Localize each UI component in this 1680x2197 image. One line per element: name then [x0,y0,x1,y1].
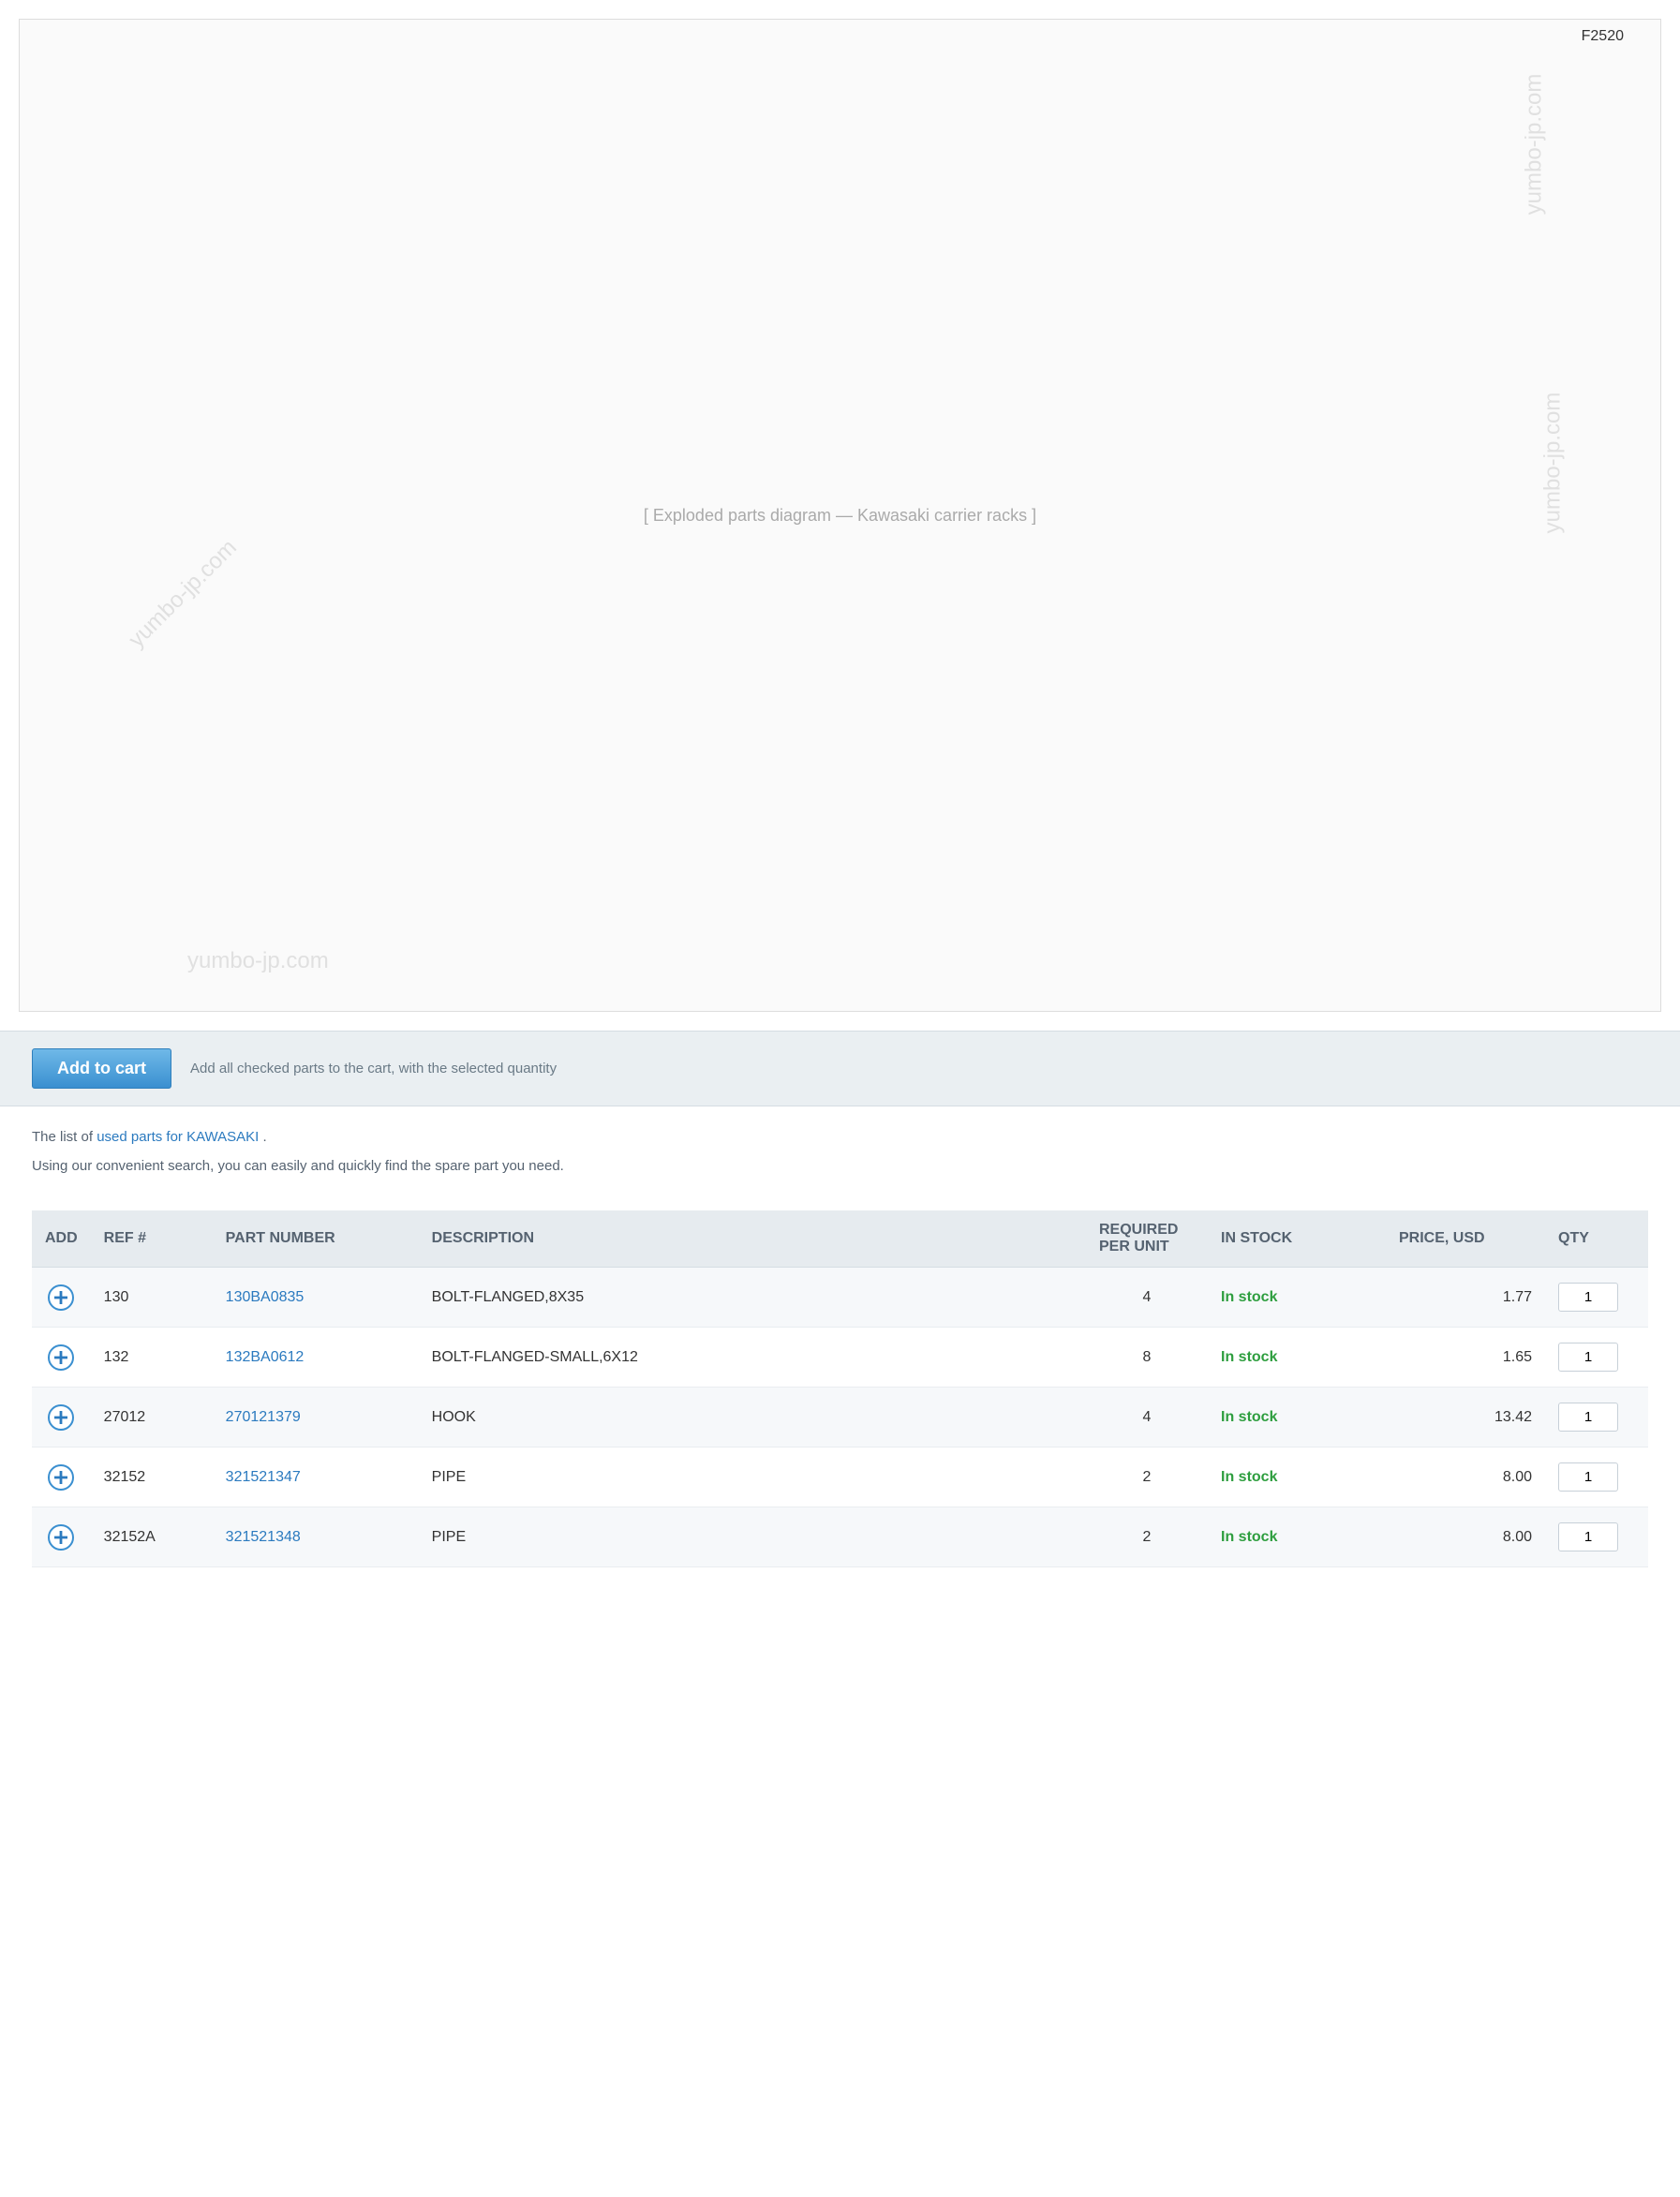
cart-bar: Add to cart Add all checked parts to the… [0,1031,1680,1106]
parts-table: ADD REF # PART NUMBER DESCRIPTION REQUIR… [32,1210,1648,1567]
th-add: ADD [32,1210,91,1268]
cell-stock: In stock [1208,1388,1386,1447]
note-block: The list of used parts for KAWASAKI . Us… [0,1106,1680,1194]
cell-stock: In stock [1208,1328,1386,1388]
cell-desc: PIPE [419,1447,1086,1507]
cell-partnum: 321521347 [213,1447,419,1507]
table-row: 130 130BA0835 BOLT-FLANGED,8X354 In stock 1.… [32,1268,1648,1328]
cell-qty [1545,1268,1648,1328]
cell-req: 4 [1086,1268,1208,1328]
th-qty: QTY [1545,1210,1648,1268]
cell-add [32,1447,91,1507]
plus-icon [54,1291,67,1304]
qty-input[interactable] [1558,1343,1618,1372]
cell-desc: BOLT-FLANGED-SMALL,6X12 [419,1328,1086,1388]
partnum-link[interactable]: 321521348 [226,1529,301,1545]
qty-input[interactable] [1558,1462,1618,1492]
note-line-1-suffix: . [263,1129,267,1145]
cell-stock: In stock [1208,1268,1386,1328]
partnum-link[interactable]: 321521347 [226,1469,301,1485]
diagram-placeholder-text: [ Exploded parts diagram — Kawasaki carr… [644,506,1036,526]
plus-icon [54,1411,67,1424]
partnum-link[interactable]: 270121379 [226,1409,301,1425]
plus-icon [54,1531,67,1544]
diagram-area: F2520 yumbo-jp.com yumbo-jp.com yumbo-jp… [0,0,1680,1031]
cell-price: 13.42 [1386,1388,1545,1447]
cell-ref: 32152A [91,1507,213,1567]
in-stock-label: In stock [1221,1289,1277,1305]
partnum-link[interactable]: 132BA0612 [226,1349,305,1365]
cell-qty [1545,1328,1648,1388]
cart-hint: Add all checked parts to the cart, with … [190,1061,557,1076]
cell-qty [1545,1388,1648,1447]
cell-add [32,1507,91,1567]
note-line-1-prefix: The list of [32,1129,97,1145]
in-stock-label: In stock [1221,1349,1277,1365]
th-ref: REF # [91,1210,213,1268]
cell-partnum: 270121379 [213,1388,419,1447]
note-line-2: Using our convenient search, you can eas… [32,1156,1648,1178]
th-price: PRICE, USD [1386,1210,1545,1268]
note-line-1: The list of used parts for KAWASAKI . [32,1127,1648,1149]
parts-table-header-row: ADD REF # PART NUMBER DESCRIPTION REQUIR… [32,1210,1648,1268]
plus-icon [54,1351,67,1364]
qty-input[interactable] [1558,1522,1618,1551]
cell-ref: 130 [91,1268,213,1328]
plus-icon [54,1471,67,1484]
cell-desc: HOOK [419,1388,1086,1447]
partnum-link[interactable]: 130BA0835 [226,1289,305,1305]
table-row: 32152 321521347 PIPE2 In stock 8.00 [32,1447,1648,1507]
add-row-button[interactable] [48,1524,74,1551]
th-stock: IN STOCK [1208,1210,1386,1268]
diagram-placeholder: [ Exploded parts diagram — Kawasaki carr… [19,19,1661,1012]
table-row: 27012 270121379 HOOK4 In stock 13.42 [32,1388,1648,1447]
cell-price: 1.77 [1386,1268,1545,1328]
cell-add [32,1328,91,1388]
qty-input[interactable] [1558,1403,1618,1432]
qty-input[interactable] [1558,1283,1618,1312]
in-stock-label: In stock [1221,1469,1277,1485]
parts-table-head: ADD REF # PART NUMBER DESCRIPTION REQUIR… [32,1210,1648,1268]
cell-req: 2 [1086,1447,1208,1507]
cell-stock: In stock [1208,1507,1386,1567]
cell-qty [1545,1507,1648,1567]
parts-table-body: 130130BA0835BOLT-FLANGED,8X354In stock1.… [32,1268,1648,1567]
cell-partnum: 321521348 [213,1507,419,1567]
cell-req: 2 [1086,1507,1208,1567]
cell-partnum: 132BA0612 [213,1328,419,1388]
add-row-button[interactable] [48,1404,74,1431]
add-to-cart-button[interactable]: Add to cart [32,1048,171,1089]
cell-req: 4 [1086,1388,1208,1447]
th-req: REQUIRED PER UNIT [1086,1210,1208,1268]
diagram-code: F2520 [1582,28,1624,45]
in-stock-label: In stock [1221,1409,1277,1425]
th-num: PART NUMBER [213,1210,419,1268]
cell-price: 8.00 [1386,1507,1545,1567]
th-desc: DESCRIPTION [419,1210,1086,1268]
cell-add [32,1388,91,1447]
cell-req: 8 [1086,1328,1208,1388]
cell-ref: 32152 [91,1447,213,1507]
add-row-button[interactable] [48,1344,74,1371]
table-row: 32152A 321521348 PIPE2 In stock 8.00 [32,1507,1648,1567]
cell-desc: PIPE [419,1507,1086,1567]
in-stock-label: In stock [1221,1529,1277,1545]
cell-ref: 27012 [91,1388,213,1447]
cell-ref: 132 [91,1328,213,1388]
cell-partnum: 130BA0835 [213,1268,419,1328]
cell-price: 1.65 [1386,1328,1545,1388]
add-row-button[interactable] [48,1284,74,1311]
add-row-button[interactable] [48,1464,74,1491]
cell-stock: In stock [1208,1447,1386,1507]
used-parts-link[interactable]: used parts for KAWASAKI [97,1129,259,1145]
cell-desc: BOLT-FLANGED,8X35 [419,1268,1086,1328]
table-row: 132 132BA0612 BOLT-FLANGED-SMALL,6X128 In s… [32,1328,1648,1388]
cell-qty [1545,1447,1648,1507]
cell-add [32,1268,91,1328]
cell-price: 8.00 [1386,1447,1545,1507]
